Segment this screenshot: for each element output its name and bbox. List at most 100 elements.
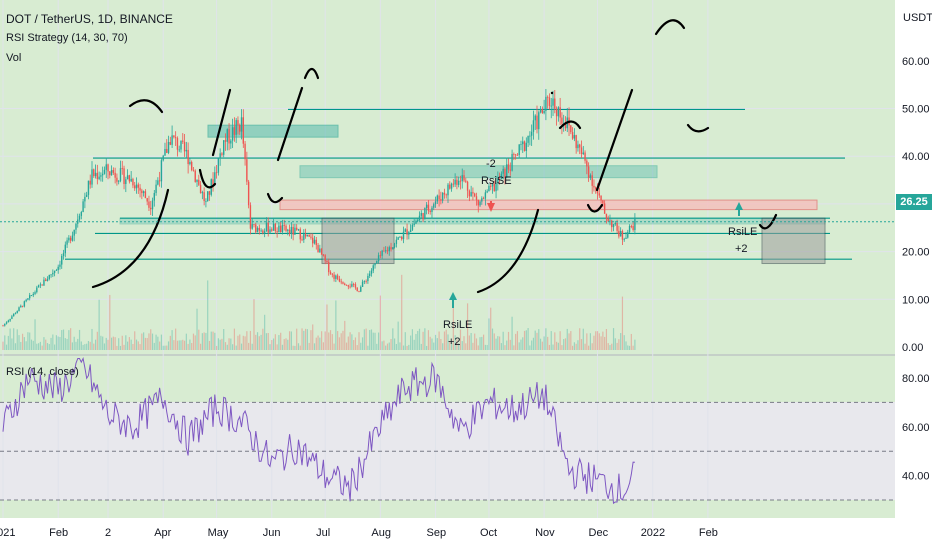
candle-body xyxy=(247,181,250,206)
volume-bar xyxy=(132,343,134,350)
candle-body xyxy=(586,160,588,167)
volume-bar xyxy=(235,345,237,350)
volume-bar xyxy=(84,344,86,350)
candle-body xyxy=(158,180,161,182)
candle-body xyxy=(470,192,472,197)
volume-bar xyxy=(477,345,479,350)
volume-bar xyxy=(201,333,203,350)
volume-bar xyxy=(253,299,255,350)
candle-body xyxy=(452,183,455,185)
volume-bar xyxy=(203,332,205,350)
volume-bar xyxy=(488,318,490,350)
candle-body xyxy=(463,175,465,181)
candle-body xyxy=(534,115,536,121)
drawn-zones[interactable] xyxy=(65,108,852,265)
candle-body xyxy=(577,144,579,149)
volume-bar xyxy=(394,338,396,350)
volume-bar xyxy=(269,344,271,350)
candle-body xyxy=(374,263,376,266)
candle-body xyxy=(36,287,38,293)
candlesticks xyxy=(2,89,636,327)
volume-bar xyxy=(596,331,599,350)
candle-body xyxy=(103,169,106,174)
candle-body xyxy=(109,171,111,176)
long-signal-label-1: RsiLE xyxy=(443,319,473,331)
candle-body xyxy=(589,175,592,178)
volume-bar xyxy=(77,338,79,350)
candle-body xyxy=(397,237,399,240)
rsi-tick-label: 80.00 xyxy=(902,373,930,385)
candle-body xyxy=(207,191,209,202)
volume-bar xyxy=(415,333,417,350)
candle-body xyxy=(415,221,417,224)
volume-bar xyxy=(230,338,232,350)
candle-body xyxy=(434,201,437,205)
candle-body xyxy=(573,135,576,139)
candle-body xyxy=(182,140,184,142)
volume-bar xyxy=(48,344,50,350)
candle-body xyxy=(157,180,159,185)
volume-bar xyxy=(62,329,65,350)
volume-bar xyxy=(223,328,225,350)
candle-body xyxy=(511,154,513,171)
candle-body xyxy=(582,152,584,155)
arc-drawing xyxy=(595,88,634,192)
candle-body xyxy=(297,229,300,231)
candle-body xyxy=(548,97,551,106)
volume-bar xyxy=(450,341,453,350)
volume-bar xyxy=(224,342,227,350)
volume-bar xyxy=(38,343,40,350)
candle-body xyxy=(91,169,93,185)
candle-body xyxy=(466,181,469,191)
volume-label[interactable]: Vol xyxy=(6,52,22,64)
candle-body xyxy=(221,153,223,155)
long-signal-count-1: +2 xyxy=(448,336,461,348)
volume-bar xyxy=(36,343,38,350)
volume-bar xyxy=(306,329,308,350)
candle-body xyxy=(514,154,517,156)
volume-bar xyxy=(434,334,437,350)
candle-body xyxy=(25,299,27,302)
volume-bar xyxy=(554,332,556,350)
strategy-label[interactable]: RSI Strategy (14, 30, 70) xyxy=(6,32,128,44)
volume-bar xyxy=(198,329,200,350)
candle-body xyxy=(201,192,204,194)
volume-bar xyxy=(541,341,543,350)
volume-bar xyxy=(135,339,138,350)
volume-bar xyxy=(160,334,163,350)
volume-bar xyxy=(30,339,33,350)
candle-body xyxy=(96,172,99,180)
candle-body xyxy=(619,230,622,237)
volume-bar xyxy=(278,335,280,350)
candle-body xyxy=(16,311,18,314)
long-signal-label-2: RsiLE xyxy=(728,226,758,238)
volume-bar xyxy=(534,330,536,350)
volume-bar xyxy=(219,339,221,350)
candle-body xyxy=(18,307,20,312)
arc-drawing xyxy=(303,67,320,80)
volume-bar xyxy=(361,337,364,350)
candle-body xyxy=(614,222,617,225)
volume-bar xyxy=(294,345,296,350)
candle-body xyxy=(84,196,86,202)
volume-bar xyxy=(312,324,314,350)
volume-bar xyxy=(166,345,168,350)
candle-body xyxy=(351,284,353,287)
volume-bar xyxy=(598,333,600,350)
volume-bar xyxy=(248,342,250,350)
candle-body xyxy=(7,320,10,323)
volume-bar xyxy=(374,332,376,350)
rsi-title[interactable]: RSI (14, close) xyxy=(6,366,79,378)
volume-bar xyxy=(20,341,22,350)
candle-body xyxy=(85,194,88,197)
volume-bar xyxy=(110,337,113,350)
candle-body xyxy=(139,187,141,191)
candle-body xyxy=(148,201,150,208)
volume-bar xyxy=(105,337,107,350)
candle-body xyxy=(383,250,385,252)
candle-body xyxy=(497,178,499,184)
candle-body xyxy=(169,141,172,145)
volume-bar xyxy=(627,345,629,350)
